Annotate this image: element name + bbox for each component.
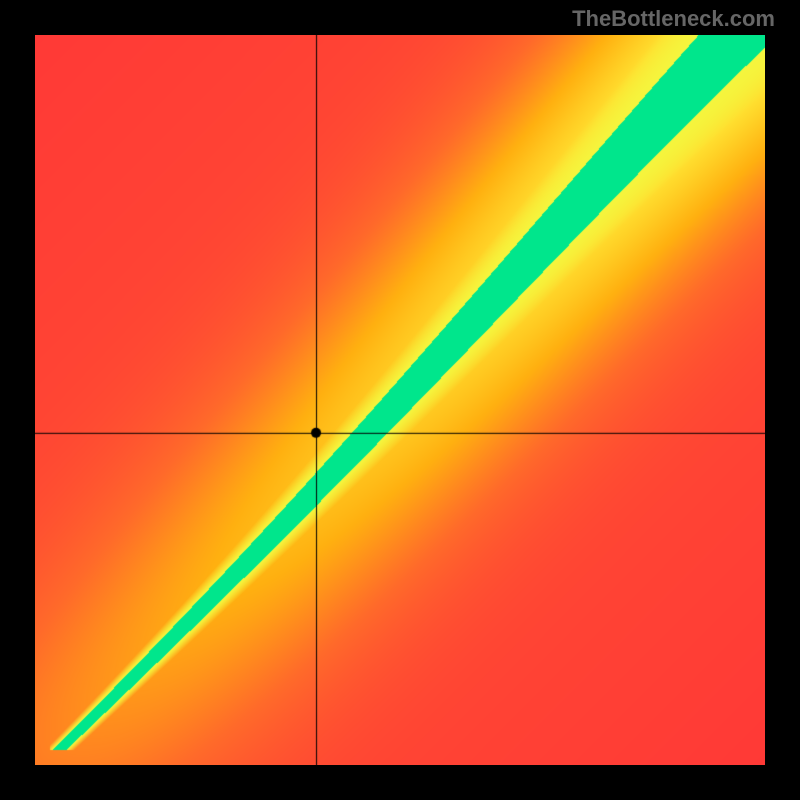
heatmap-plot <box>35 35 765 765</box>
watermark-text: TheBottleneck.com <box>572 6 775 32</box>
chart-container: TheBottleneck.com <box>0 0 800 800</box>
heatmap-canvas <box>35 35 765 765</box>
